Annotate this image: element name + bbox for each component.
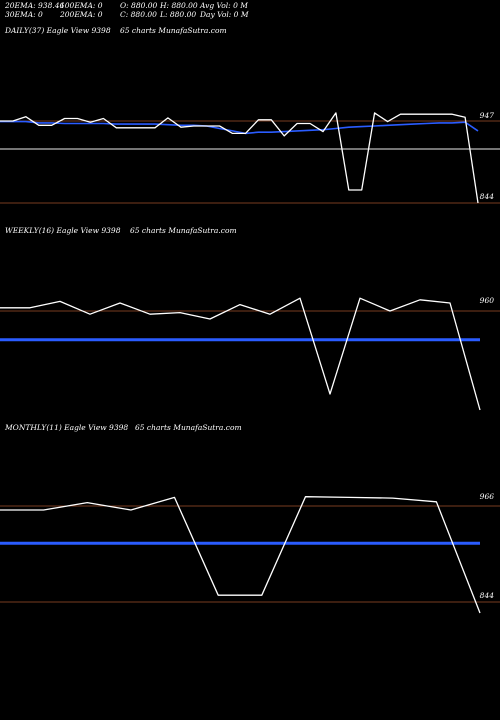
header-low: L: 880.00 <box>160 10 197 19</box>
header-20ema: 20EMA: 938.46 <box>5 1 65 10</box>
chart-title: WEEKLY(16) Eagle View 9398 <box>5 226 121 235</box>
price-line <box>0 297 481 411</box>
header-30ema: 30EMA: 0 <box>5 10 43 19</box>
price-line <box>0 496 481 614</box>
chart-subtitle: 65 charts MunafaSutra.com <box>135 423 242 432</box>
chart-subtitle: 65 charts MunafaSutra.com <box>120 26 227 35</box>
ema-line <box>0 120 479 135</box>
price-line <box>0 112 479 204</box>
header-close: C: 880.00 <box>120 10 157 19</box>
y-tick-label: 960 <box>480 296 495 305</box>
header-high: H: 880.00 <box>160 1 198 10</box>
header-open: O: 880.00 <box>120 1 158 10</box>
header-200ema: 200EMA: 0 <box>60 10 103 19</box>
chart-title: DAILY(37) Eagle View 9398 <box>4 26 111 35</box>
y-tick-label: 844 <box>480 591 495 600</box>
header-100ema: 100EMA: 0 <box>60 1 103 10</box>
chart-subtitle: 65 charts MunafaSutra.com <box>130 226 237 235</box>
chart-title: MONTHLY(11) Eagle View 9398 <box>4 423 128 432</box>
y-tick-label: 966 <box>480 492 495 501</box>
y-tick-label: 947 <box>480 111 495 120</box>
header-day-vol: Day Vol: 0 M <box>200 10 249 19</box>
header-avg-vol: Avg Vol: 0 M <box>200 1 248 10</box>
y-tick-label: 844 <box>480 192 495 201</box>
